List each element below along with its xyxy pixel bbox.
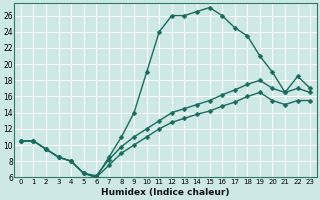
X-axis label: Humidex (Indice chaleur): Humidex (Indice chaleur) bbox=[101, 188, 230, 197]
